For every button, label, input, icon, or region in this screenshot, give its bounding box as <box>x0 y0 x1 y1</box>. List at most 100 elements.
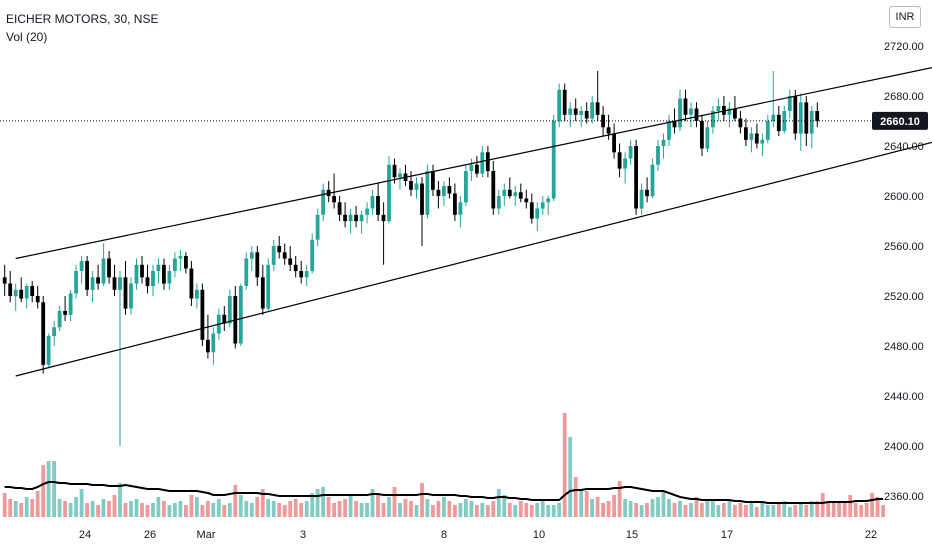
volume-bar <box>842 501 847 517</box>
volume-bar <box>156 497 161 517</box>
time-axis[interactable]: 24 26 Mar 3 8 10 15 17 22 <box>79 529 877 541</box>
volume-bar <box>496 489 501 517</box>
candle-body <box>277 246 282 253</box>
candle-body <box>167 271 172 284</box>
volume-indicator-label[interactable]: Vol (20) <box>6 30 48 44</box>
volume-bar <box>524 503 529 517</box>
volume-bar <box>447 501 452 517</box>
candle-body <box>595 102 600 115</box>
candle-body <box>35 296 40 303</box>
candle-body <box>716 106 721 111</box>
candle-body <box>765 121 770 140</box>
volume-bar <box>551 505 556 517</box>
volume-bar <box>315 489 320 517</box>
candle-body <box>101 258 106 284</box>
candle-body <box>540 202 545 209</box>
candle-body <box>749 133 754 140</box>
volume-bar <box>469 501 474 517</box>
price-tick-label: 2600.00 <box>884 191 924 203</box>
candle-body <box>700 121 704 149</box>
volume-bar <box>485 505 490 517</box>
candle-body <box>156 264 161 272</box>
volume-bar <box>475 505 479 517</box>
candle-body <box>52 327 56 337</box>
volume-bar <box>853 503 858 517</box>
volume-bar <box>749 501 754 517</box>
volume-bar <box>623 499 627 517</box>
volume-bar <box>354 501 358 517</box>
price-tick-label: 2680.00 <box>884 91 924 103</box>
volume-bar <box>206 501 210 517</box>
volume-bar <box>101 499 106 517</box>
volume-bar <box>831 501 836 517</box>
volume-bar <box>195 497 199 517</box>
trendline-lower-channel <box>15 141 932 377</box>
time-tick-label: 10 <box>533 529 545 541</box>
candle-body <box>392 164 397 178</box>
candle-body <box>74 271 78 294</box>
candle-body <box>546 198 551 203</box>
price-axis[interactable]: 2720.00 2680.00 2640.00 2600.00 2560.00 2520.… <box>884 41 924 503</box>
candle-body <box>496 196 501 209</box>
time-tick-label: 15 <box>626 529 638 541</box>
price-candles <box>2 71 820 446</box>
volume-bar <box>266 499 271 517</box>
volume-bar <box>727 501 732 517</box>
volume-bar <box>8 499 13 517</box>
volume-bar <box>881 505 885 517</box>
volume-bar <box>337 501 342 517</box>
volume-bar <box>562 413 567 517</box>
time-tick-label: 17 <box>721 529 733 541</box>
candle-body <box>442 186 446 196</box>
candle-body <box>453 193 457 215</box>
volume-bar <box>134 499 139 517</box>
volume-bar <box>491 501 496 517</box>
candle-body <box>293 264 298 272</box>
volume-bar <box>579 489 584 517</box>
candle-body <box>513 192 518 197</box>
volume-bar <box>420 483 424 517</box>
candle-body <box>244 258 249 286</box>
volume-bar <box>776 503 781 517</box>
price-tick-label: 2640.00 <box>884 141 924 153</box>
volume-bar <box>63 501 67 517</box>
volume-bar <box>458 503 463 517</box>
candle-body <box>118 277 122 290</box>
volume-bar <box>392 487 397 517</box>
volume-bar <box>639 505 644 517</box>
candle-body <box>260 277 265 309</box>
candle-body <box>683 98 688 115</box>
volume-bar <box>151 503 155 517</box>
volume-bar <box>650 499 655 517</box>
candle-body <box>529 202 534 219</box>
volume-bar <box>387 497 391 517</box>
volume-bar <box>480 503 485 517</box>
volume-bar <box>464 499 468 517</box>
candle-body <box>639 189 644 209</box>
currency-badge[interactable]: INR <box>889 6 921 28</box>
candle-body <box>667 121 671 140</box>
volume-bar <box>875 497 880 517</box>
volume-bar <box>546 505 551 517</box>
volume-bar <box>35 491 40 517</box>
last-price-label: 2660.10 <box>872 111 928 130</box>
volume-bar <box>568 437 573 517</box>
volume-bar <box>870 493 874 517</box>
candle-body <box>661 139 666 147</box>
volume-bar <box>343 499 347 517</box>
candle-body <box>557 89 562 122</box>
volume-bar <box>826 503 831 517</box>
symbol-title[interactable]: EICHER MOTORS, 30, NSE <box>6 12 159 26</box>
channel-trendlines[interactable] <box>15 41 932 377</box>
candle-body <box>151 271 155 286</box>
volume-bar <box>13 501 18 517</box>
volume-bar <box>837 503 842 517</box>
candle-body <box>689 108 693 115</box>
volume-bar <box>733 505 737 517</box>
candle-body <box>711 111 715 128</box>
candle-body <box>507 189 512 197</box>
candle-body <box>634 146 638 209</box>
candle-body <box>623 158 627 169</box>
candle-body <box>288 258 293 265</box>
